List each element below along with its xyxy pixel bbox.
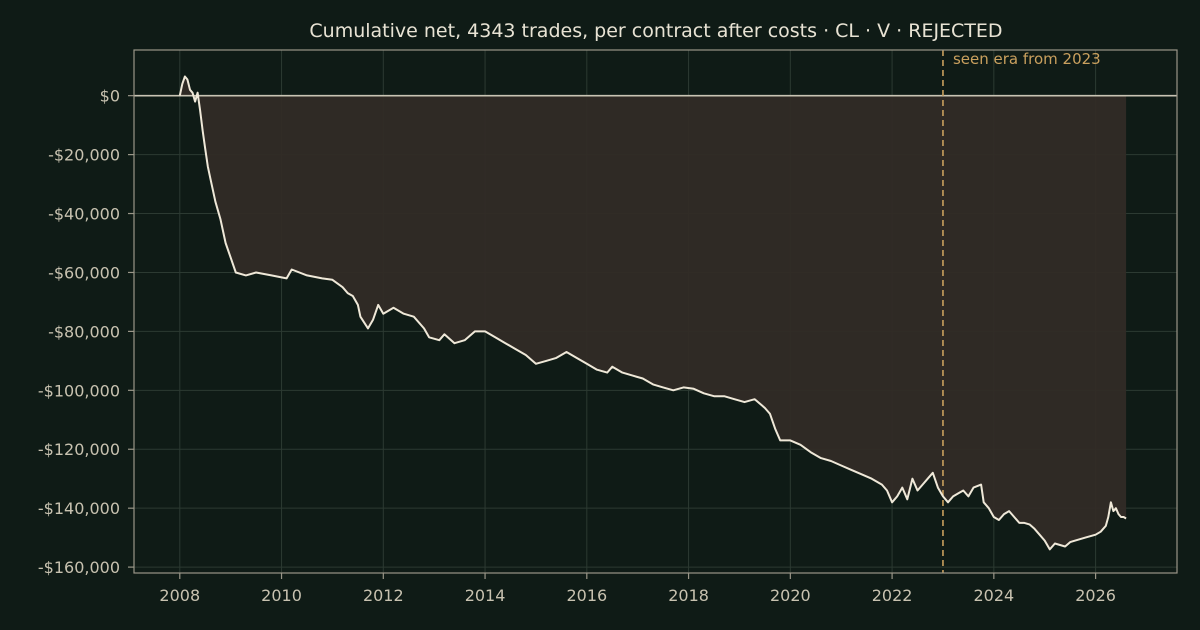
x-tick-label: 2012 [363,586,404,605]
x-tick-label: 2008 [159,586,200,605]
y-tick-label: -$160,000 [38,558,120,577]
chart-title: Cumulative net, 4343 trades, per contrac… [309,20,1002,42]
x-tick-label: 2010 [261,586,302,605]
seen-era-annotation: seen era from 2023 [953,50,1101,68]
y-tick-label: -$80,000 [48,322,120,341]
y-tick-label: $0 [100,87,120,106]
x-axis: 2008 2010 2012 2014 2016 2018 2020 2022 2024 2026 [159,573,1116,605]
y-axis: $0 -$20,000 -$40,000 -$60,000 -$80,000 -$100,… [38,87,134,577]
series-line-cumulative-net [178,75,1127,551]
x-tick-label: 2022 [872,586,913,605]
y-tick-label: -$140,000 [38,499,120,518]
x-tick-label: 2016 [566,586,607,605]
y-tick-label: -$20,000 [48,146,120,165]
y-tick-label: -$40,000 [48,205,120,224]
x-tick-label: 2026 [1075,586,1116,605]
x-tick-label: 2014 [465,586,506,605]
plot-frame [133,49,1178,574]
x-tick-label: 2024 [973,586,1014,605]
plot-area: seen era from 2023 [133,49,1178,574]
x-tick-label: 2018 [668,586,709,605]
y-tick-label: -$100,000 [38,381,120,400]
y-tick-label: -$60,000 [48,263,120,282]
drawdown-fill-area [179,76,1127,550]
y-tick-label: -$120,000 [38,440,120,459]
x-tick-label: 2020 [770,586,811,605]
